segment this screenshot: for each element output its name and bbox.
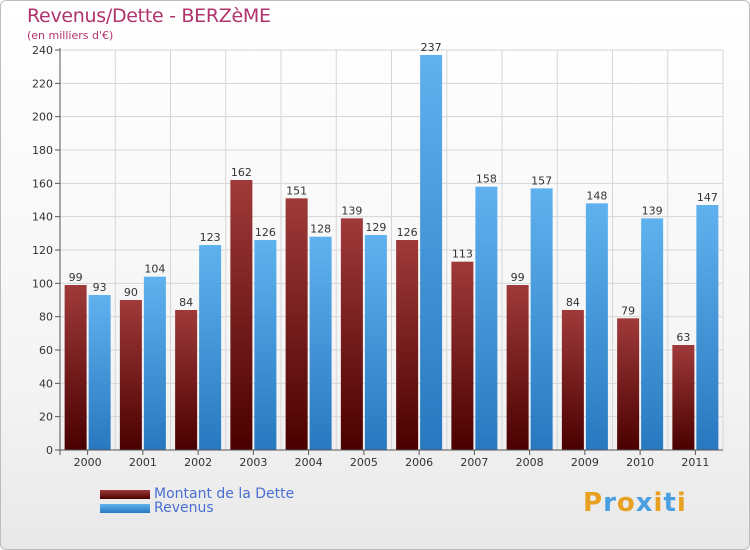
y-tick-label: 80 (39, 311, 53, 324)
y-tick-label: 140 (32, 211, 53, 224)
bar-revenus (143, 276, 166, 450)
y-tick-label: 200 (32, 111, 53, 124)
x-tick-label: 2000 (74, 456, 102, 469)
data-label: 63 (676, 331, 690, 344)
y-tick-label: 40 (39, 377, 53, 390)
y-tick-label: 240 (32, 44, 53, 57)
data-label: 90 (124, 286, 138, 299)
x-tick-label: 2010 (626, 456, 654, 469)
data-label: 157 (531, 174, 552, 187)
legend-item-revenus: Revenus (100, 500, 214, 516)
bar-revenus (199, 245, 222, 450)
data-label: 139 (642, 204, 663, 217)
bar-debt (285, 198, 308, 450)
y-tick-label: 60 (39, 344, 53, 357)
proxiti-logo: Proxiti (583, 488, 687, 518)
data-label: 104 (144, 263, 165, 276)
data-label: 147 (697, 191, 718, 204)
data-label: 113 (452, 248, 473, 261)
x-tick-label: 2004 (295, 456, 323, 469)
chart-subtitle: (en milliers d'€) (27, 29, 114, 42)
bar-revenus (254, 240, 277, 450)
data-label: 84 (566, 296, 580, 309)
bar-revenus (364, 235, 387, 450)
x-tick-label: 2009 (571, 456, 599, 469)
bar-revenus (585, 203, 608, 450)
data-label: 84 (179, 296, 193, 309)
logo-letter: r (603, 488, 617, 518)
y-tick-label: 160 (32, 177, 53, 190)
chart-title: Revenus/Dette - BERZèME (27, 5, 271, 27)
bar-revenus (530, 188, 553, 451)
bar-debt (340, 218, 363, 450)
bar-debt (396, 240, 419, 450)
bar-debt (175, 310, 198, 450)
x-tick-label: 2001 (129, 456, 157, 469)
logo-letter: i (676, 488, 687, 518)
logo-letter: i (653, 488, 664, 518)
logo-letter: P (583, 488, 604, 518)
logo-letter: o (616, 488, 636, 518)
data-label: 148 (586, 189, 607, 202)
bar-revenus (475, 186, 498, 450)
bar-revenus (309, 236, 332, 450)
data-label: 158 (476, 173, 497, 186)
bar-debt (119, 300, 142, 450)
x-tick-label: 2002 (184, 456, 212, 469)
data-label: 99 (69, 271, 83, 284)
data-label: 237 (421, 41, 442, 54)
legend-item-debt: Montant de la Dette (100, 486, 295, 502)
x-tick-label: 2008 (516, 456, 544, 469)
x-tick-label: 2003 (239, 456, 267, 469)
x-tick-label: 2011 (681, 456, 709, 469)
y-tick-label: 220 (32, 77, 53, 90)
y-tick-label: 0 (46, 444, 53, 457)
data-label: 139 (341, 204, 362, 217)
legend-swatch-revenus (100, 503, 150, 513)
legend-swatch-debt (100, 489, 150, 499)
bar-revenus (88, 295, 111, 450)
logo-letter: t (663, 488, 677, 518)
legend-label-revenus: Revenus (154, 500, 214, 516)
data-label: 93 (93, 281, 107, 294)
y-tick-label: 20 (39, 411, 53, 424)
data-label: 129 (365, 221, 386, 234)
data-label: 126 (397, 226, 418, 239)
data-label: 126 (255, 226, 276, 239)
data-label: 79 (621, 304, 635, 317)
bar-revenus (641, 218, 664, 450)
legend-label-debt: Montant de la Dette (154, 486, 295, 502)
data-label: 162 (231, 166, 252, 179)
data-label: 123 (200, 231, 221, 244)
bar-debt (617, 318, 640, 450)
y-tick-label: 120 (32, 244, 53, 257)
logo-letter: x (635, 488, 654, 518)
y-tick-label: 180 (32, 144, 53, 157)
x-tick-label: 2005 (350, 456, 378, 469)
data-label: 128 (310, 223, 331, 236)
bar-revenus (696, 205, 719, 450)
data-label: 151 (286, 184, 307, 197)
x-tick-label: 2006 (405, 456, 433, 469)
bar-debt (506, 285, 529, 450)
bar-debt (672, 345, 695, 450)
bar-debt (561, 310, 584, 450)
bar-debt (230, 180, 253, 450)
bar-debt (451, 261, 474, 450)
y-tick-label: 100 (32, 277, 53, 290)
bar-debt (64, 285, 87, 450)
x-tick-label: 2007 (460, 456, 488, 469)
data-label: 99 (511, 271, 525, 284)
bar-revenus (420, 55, 443, 450)
